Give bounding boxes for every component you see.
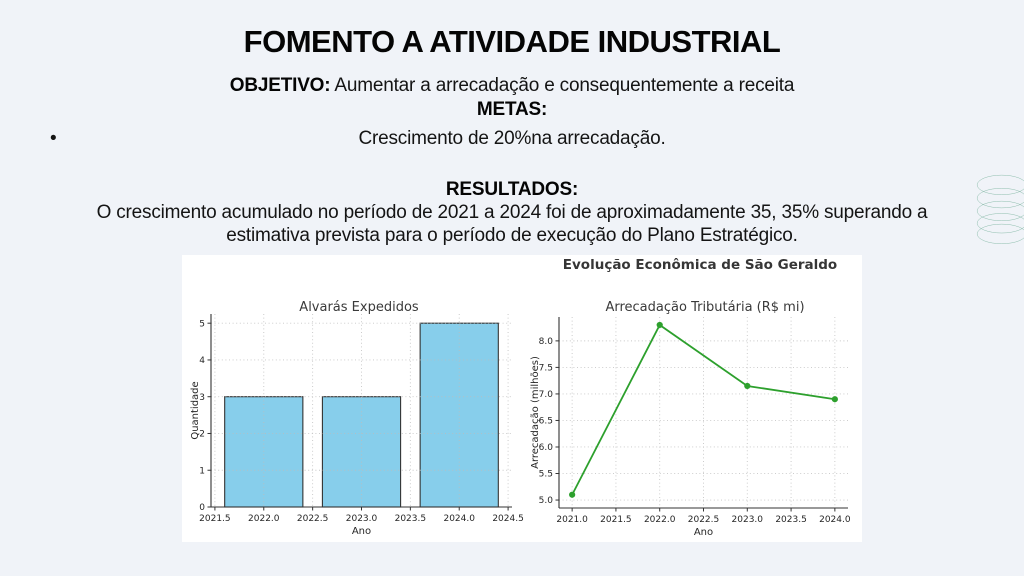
objective-text: Aumentar a arrecadação e consequentement… [330,75,795,96]
line-chart-ylabel: Arrecadação (milhões) [530,356,541,469]
bar-chart: 2021.5 2022.0 2022.5 2023.0 2023.5 2024.0 2024… [190,300,524,537]
x-tick-label: 2022.5 [297,514,329,524]
x-tick-label: 2022.0 [644,515,676,525]
resultados-line-2: estimativa prevista para o período de ex… [226,225,798,246]
resultados-label: RESULTADOS: [445,179,579,200]
page-title: FOMENTO A ATIVIDADE INDUSTRIAL [243,24,781,59]
bullet-marker: • [50,128,57,149]
line-chart-title: Arrecadação Tributária (R$ mi) [605,300,804,315]
y-tick-label: 6.0 [539,443,554,453]
y-tick-label: 1 [199,466,205,476]
objective-label: OBJETIVO: [229,75,331,96]
x-tick-label: 2023.5 [395,514,427,524]
y-tick-label: 6.5 [539,417,553,427]
meta-item: Crescimento de 20%na arrecadação. [358,128,666,149]
x-tick-label: 2024.0 [443,514,475,524]
y-tick-label: 4 [199,356,205,366]
y-tick-label: 5.5 [539,470,553,480]
line-chart-xlabel: Ano [694,527,713,538]
y-tick-label: 7.0 [539,390,554,400]
x-tick-label: 2021.5 [600,515,632,525]
data-point-2021 [569,491,576,498]
y-tick-label: 2 [199,430,205,440]
bar-2023 [321,396,402,508]
data-point-2022 [656,321,663,329]
y-tick-label: 5 [199,319,205,329]
bar-chart-xlabel: Ano [352,526,371,537]
x-tick-label: 2023.0 [346,514,378,524]
x-tick-label: 2024.5 [492,514,524,524]
y-tick-label: 0 [199,503,205,513]
spiral-decoration-icon [976,174,1024,244]
y-tick-label: 5.0 [539,496,554,506]
spiral-loop [976,213,1024,234]
x-tick-label: 2023.5 [775,515,807,525]
x-tick-label: 2023.0 [732,515,764,525]
metas-label: METAS: [476,99,548,120]
bar-chart-ylabel: Quantidade [190,381,201,439]
figure-panel: Evolução Econômica de São Geraldo 2021.5… [182,255,862,542]
spiral-loop [976,174,1024,195]
objective-line: OBJETIVO: Aumentar a arrecadação e conse… [0,75,1024,97]
charts-svg: 2021.5 2022.0 2022.5 2023.0 2023.5 2024.0 2024… [190,300,851,538]
spiral-loop [976,188,1024,209]
y-tick-label: 3 [199,393,205,403]
spiral-loop [976,223,1024,244]
x-tick-label: 2021.0 [556,515,588,525]
data-point-2024 [831,396,838,403]
data-point-2023 [744,382,751,390]
x-tick-label: 2022.0 [248,514,280,524]
spiral-loop [976,200,1024,222]
y-tick-label: 8.0 [539,337,554,347]
x-tick-label: 2021.5 [199,514,231,524]
line-series [571,323,835,496]
resultados-line-1: O crescimento acumulado no período de 20… [96,202,928,223]
figure-suptitle: Evolução Econômica de São Geraldo [562,257,838,273]
y-tick-label: 7.5 [539,364,553,374]
x-tick-label: 2022.5 [688,515,720,525]
line-chart: 2021.0 2021.5 2022.0 2022.5 2023.0 2023.5 2024… [530,300,851,538]
x-tick-label: 2024.0 [819,515,851,525]
bar-chart-title: Alvarás Expedidos [299,300,419,315]
